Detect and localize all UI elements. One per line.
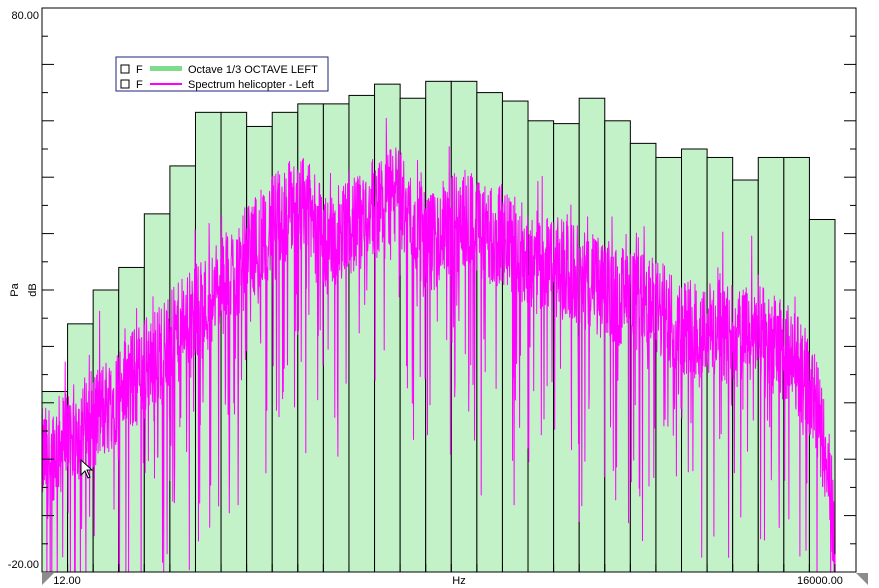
octave-bar	[553, 123, 580, 572]
legend-item-spectrum[interactable]: F Spectrum helicopter - Left	[120, 79, 314, 91]
legend-item-octave[interactable]: F Octave 1/3 OCTAVE LEFT	[120, 64, 318, 76]
y-max-tick-label: 80.00	[11, 10, 39, 22]
x-max-tick-label: 16000.00	[797, 575, 843, 587]
left-y-ticks	[42, 7, 54, 573]
legend-prefix-octave: F	[136, 64, 143, 76]
x-min-tick-label: 12.00	[53, 575, 81, 587]
legend: F Octave 1/3 OCTAVE LEFT F Spectrum heli…	[115, 56, 329, 92]
octave-bar	[655, 156, 683, 572]
octave-bar	[322, 103, 350, 572]
mouse-pointer-icon	[80, 458, 94, 479]
legend-swatch-octave	[150, 66, 182, 71]
octave-bar	[246, 125, 273, 572]
right-y-ticks	[844, 7, 856, 573]
spectrum-line	[42, 117, 836, 572]
octave-bar	[732, 179, 759, 572]
octave-bar	[348, 94, 376, 572]
legend-box	[115, 56, 329, 92]
spectrum-trace	[42, 117, 836, 572]
x-axis-unit: Hz	[452, 575, 465, 587]
legend-label-octave: Octave 1/3 OCTAVE LEFT	[188, 64, 318, 76]
bottom-x-ticks	[41, 564, 836, 572]
y-axis-unit: dB	[27, 283, 39, 296]
y-axis-secondary-unit: Pa	[9, 282, 21, 296]
y-min-tick-label: -20.00	[8, 559, 39, 571]
bottom-right-corner-marker	[856, 573, 868, 585]
bottom-left-corner-marker	[42, 573, 54, 585]
legend-checkbox-octave[interactable]	[120, 64, 130, 74]
legend-checkbox-spectrum[interactable]	[120, 79, 130, 89]
legend-label-spectrum: Spectrum helicopter - Left	[188, 79, 314, 91]
legend-prefix-spectrum: F	[136, 79, 143, 91]
